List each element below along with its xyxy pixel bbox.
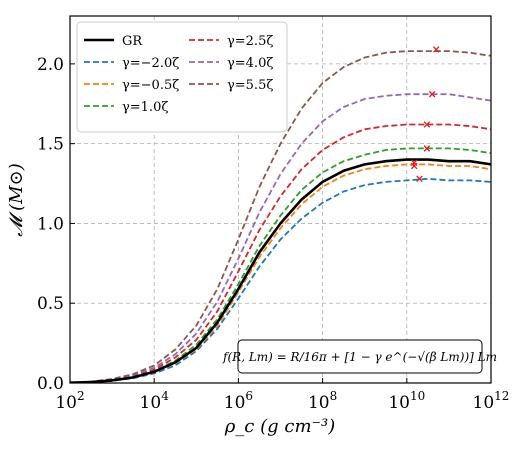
x-tick-label: 106 bbox=[224, 389, 253, 413]
legend-label: γ=2.5ζ bbox=[227, 34, 273, 49]
plot-frame bbox=[69, 15, 492, 384]
y-tick-label: 1.0 bbox=[37, 214, 64, 234]
y-tick-label: 2.0 bbox=[37, 55, 64, 75]
x-axis-ticks: 102 104 106 108 1010 1012 bbox=[55, 378, 509, 413]
legend-label: γ=−2.0ζ bbox=[122, 56, 179, 71]
series-line bbox=[70, 50, 491, 383]
legend-label: γ=4.0ζ bbox=[227, 56, 273, 71]
series-line bbox=[70, 123, 491, 383]
max-marker bbox=[432, 46, 440, 53]
x-axis-label: ρ_c (g cm⁻³) bbox=[224, 416, 336, 437]
max-marker bbox=[416, 175, 423, 183]
x-tick-label: 1010 bbox=[388, 389, 425, 413]
series-line bbox=[70, 158, 491, 383]
max-marker-stroke bbox=[423, 121, 431, 128]
formula-text: f(R, Lm) = R/16π + [1 − γ e^(−√(β Lm))] … bbox=[222, 350, 497, 364]
x-tick-label: 1012 bbox=[473, 389, 510, 413]
max-marker bbox=[428, 90, 436, 98]
legend-label: γ=1.0ζ bbox=[122, 100, 168, 115]
y-tick-label: 0.0 bbox=[37, 374, 64, 394]
max-marker-stroke bbox=[410, 162, 418, 170]
legend-box bbox=[76, 21, 288, 133]
y-tick-label: 0.5 bbox=[37, 294, 64, 314]
formula-box bbox=[237, 339, 483, 374]
max-marker-stroke bbox=[428, 90, 436, 98]
max-marker bbox=[423, 121, 431, 128]
y-axis-label: 𝓜 (M⊙) bbox=[6, 163, 27, 236]
x-tick-label: 108 bbox=[308, 389, 337, 413]
legend-label: GR bbox=[122, 34, 143, 49]
y-axis-ticks: 0.0 0.5 1.0 1.5 2.0 bbox=[37, 55, 75, 394]
x-tick-label: 102 bbox=[55, 389, 84, 413]
legend: GR γ=−2.0ζ γ=−0.5ζ γ=1.0ζ γ=2.5ζ γ=4.0ζ γ=5.5ζ bbox=[76, 21, 288, 133]
series-line bbox=[70, 177, 491, 383]
max-marker-stroke bbox=[423, 145, 431, 152]
max-markers bbox=[410, 46, 440, 183]
series-line bbox=[70, 147, 491, 383]
max-marker-stroke bbox=[432, 46, 440, 53]
max-marker bbox=[423, 145, 431, 152]
x-tick-label: 104 bbox=[140, 389, 170, 413]
series-layer bbox=[70, 50, 491, 383]
formula-annotation: f(R, Lm) = R/16π + [1 − γ e^(−√(β Lm))] … bbox=[222, 339, 497, 374]
series-line bbox=[70, 163, 491, 383]
max-marker-stroke bbox=[416, 175, 423, 183]
max-marker bbox=[410, 162, 418, 170]
y-tick-label: 1.5 bbox=[37, 135, 64, 155]
legend-label: γ=−0.5ζ bbox=[122, 78, 179, 93]
legend-label: γ=5.5ζ bbox=[227, 78, 273, 93]
